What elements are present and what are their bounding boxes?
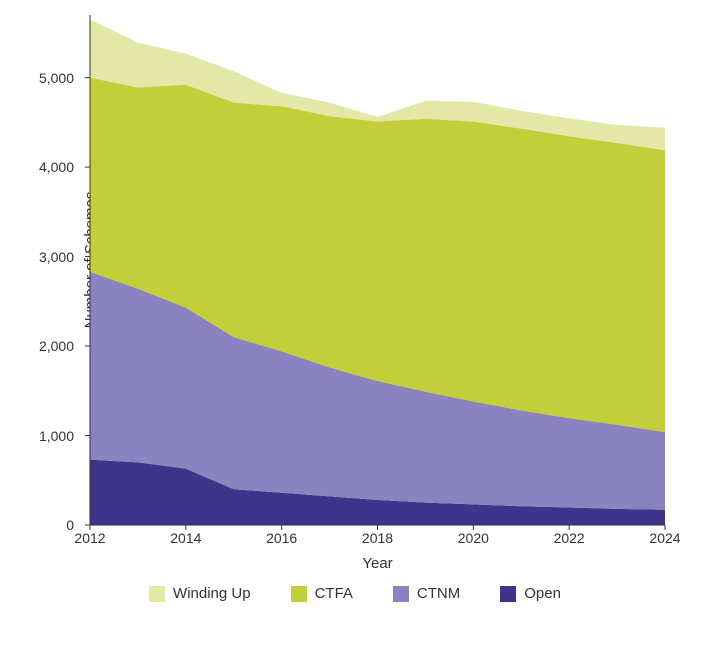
legend-item-winding_up: Winding Up (149, 585, 251, 602)
legend-label: CTNM (417, 585, 460, 602)
legend-item-ctfa: CTFA (291, 585, 353, 602)
x-tick-label: 2016 (266, 530, 297, 546)
legend-swatch-icon (393, 586, 409, 602)
x-tick-label: 2014 (170, 530, 201, 546)
legend-label: CTFA (315, 585, 353, 602)
plot-area (90, 15, 665, 525)
legend-swatch-icon (291, 586, 307, 602)
legend: Winding Up CTFA CTNM Open (0, 585, 710, 602)
x-tick-label: 2018 (362, 530, 393, 546)
y-axis-ticks: 01,0002,0003,0004,0005,000 (0, 15, 80, 525)
y-tick-label: 4,000 (4, 159, 74, 175)
x-axis-ticks: 2012201420162018202020222024 (90, 530, 665, 550)
x-tick-label: 2024 (649, 530, 680, 546)
x-tick-label: 2020 (458, 530, 489, 546)
x-axis-label: Year (90, 555, 665, 572)
legend-item-ctnm: CTNM (393, 585, 460, 602)
y-tick-label: 0 (4, 517, 74, 533)
legend-label: Winding Up (173, 585, 251, 602)
legend-label: Open (524, 585, 561, 602)
chart-container: Number of Schemes 01,0002,0003,0004,0005… (0, 0, 710, 645)
legend-swatch-icon (149, 586, 165, 602)
x-tick-label: 2022 (554, 530, 585, 546)
legend-swatch-icon (500, 586, 516, 602)
y-tick-label: 2,000 (4, 338, 74, 354)
y-tick-label: 3,000 (4, 249, 74, 265)
y-tick-label: 5,000 (4, 70, 74, 86)
legend-item-open: Open (500, 585, 561, 602)
x-tick-label: 2012 (74, 530, 105, 546)
area-chart-svg (90, 15, 665, 525)
y-tick-label: 1,000 (4, 428, 74, 444)
